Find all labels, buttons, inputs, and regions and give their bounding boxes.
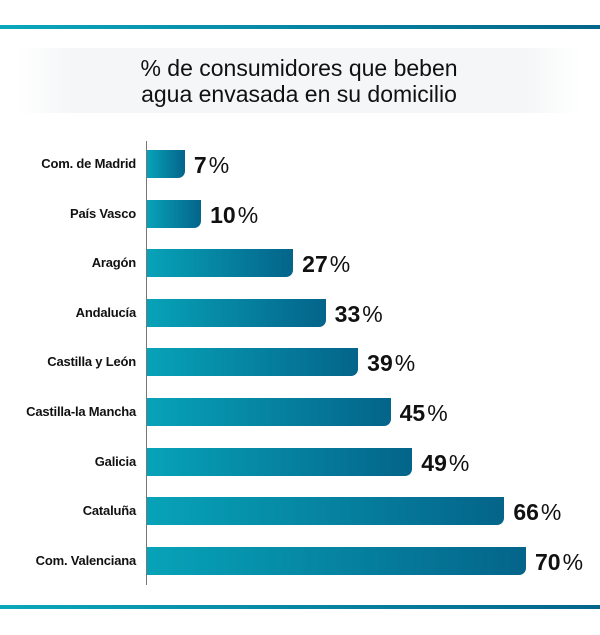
category-label: Com. Valenciana (35, 552, 137, 568)
category-label: Aragón (91, 255, 137, 271)
value-suffix: % (237, 201, 259, 228)
value-number: 39 (367, 350, 393, 377)
value-number: 70 (535, 548, 561, 575)
data-label: 10% (210, 202, 258, 229)
bar (147, 546, 526, 575)
data-label: 70% (535, 549, 583, 576)
title-line-2: agua envasada en su domicilio (141, 81, 457, 107)
data-label: 49% (421, 450, 469, 477)
category-label: Com. de Madrid (41, 156, 136, 171)
data-label: 45% (400, 400, 448, 427)
bar (147, 199, 202, 228)
bar (147, 348, 359, 377)
value-suffix: % (208, 152, 230, 178)
value-number: 66 (513, 499, 539, 526)
value-suffix: % (329, 251, 351, 278)
value-number: 45 (399, 400, 426, 426)
category-label: Castilla y León (47, 354, 136, 370)
value-number: 10 (210, 201, 236, 228)
value-number: 7 (193, 152, 207, 178)
value-suffix: % (562, 548, 584, 575)
data-label: 66% (513, 499, 561, 526)
bar (147, 398, 391, 426)
category-label: Castilla-la Mancha (26, 404, 136, 419)
value-suffix: % (427, 400, 448, 426)
y-axis-line (146, 141, 147, 585)
category-label: País Vasco (70, 205, 136, 221)
bar (147, 249, 294, 278)
category-label: Andalucía (75, 304, 137, 320)
value-number: 49 (421, 449, 447, 476)
value-suffix: % (394, 350, 416, 377)
value-number: 33 (334, 300, 361, 327)
value-number: 27 (302, 251, 328, 278)
data-label: 33% (335, 301, 383, 328)
value-suffix: % (448, 449, 470, 476)
data-label: 27% (302, 251, 350, 278)
chart-title: % de consumidores que beben agua envasad… (18, 48, 580, 113)
top-rule (0, 25, 600, 29)
category-label: Cataluña (82, 503, 137, 519)
bar (147, 447, 413, 476)
bottom-rule (0, 605, 600, 609)
category-label: Galicia (94, 453, 136, 469)
bar (147, 497, 505, 526)
data-label: 39% (367, 350, 415, 377)
bar (147, 298, 326, 327)
value-suffix: % (362, 300, 383, 327)
bar (147, 150, 185, 178)
data-label: 7% (194, 152, 229, 179)
value-suffix: % (540, 499, 562, 526)
title-line-1: % de consumidores que beben (140, 55, 458, 81)
